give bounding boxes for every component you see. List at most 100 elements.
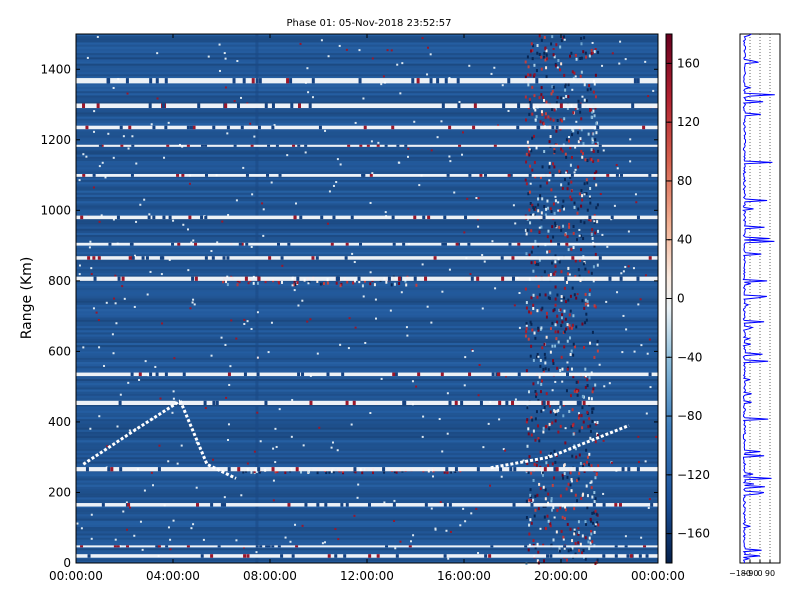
- heatmap-row-band: [76, 476, 658, 479]
- heatmap-cell: [150, 471, 153, 474]
- heatmap-cell: [256, 372, 260, 377]
- heatmap-cell: [413, 276, 417, 281]
- heatmap-row-band: [76, 366, 658, 369]
- heatmap-row-band: [76, 300, 658, 303]
- heatmap-cell: [242, 166, 245, 169]
- heatmap-cell: [290, 435, 293, 438]
- heatmap-cell: [335, 281, 338, 285]
- heatmap-cell: [495, 372, 499, 377]
- heatmap-cell: [95, 311, 98, 314]
- heatmap-cell: [547, 229, 550, 233]
- heatmap-cell: [565, 171, 568, 174]
- heatmap-cell: [524, 545, 528, 548]
- heatmap-cell: [593, 530, 596, 534]
- heatmap-cell: [546, 514, 549, 518]
- heatmap-cell: [539, 364, 542, 368]
- heatmap-cell: [299, 42, 302, 45]
- heatmap-cell: [350, 215, 354, 220]
- heatmap-cell: [595, 512, 598, 516]
- heatmap-cell: [542, 426, 545, 430]
- heatmap-cell: [469, 273, 472, 276]
- heatmap-cell: [591, 236, 594, 240]
- heatmap-cell: [595, 183, 598, 187]
- heatmap-row-band: [76, 86, 658, 90]
- heatmap-cell: [591, 495, 594, 499]
- heatmap-row-band: [76, 249, 658, 252]
- heatmap-row-band: [76, 499, 658, 502]
- heatmap-cell: [341, 372, 345, 377]
- heatmap-cell: [220, 503, 224, 507]
- heatmap-row-band: [76, 254, 658, 257]
- heatmap-cell: [443, 215, 447, 220]
- heatmap-cell: [361, 284, 364, 288]
- heatmap-track-line: [490, 424, 630, 470]
- heatmap-cell: [456, 78, 460, 84]
- heatmap-cell: [584, 375, 587, 378]
- heatmap-cell: [264, 280, 267, 284]
- heatmap-cell: [518, 292, 521, 295]
- heatmap-cell: [369, 271, 372, 274]
- heatmap-cell: [326, 372, 330, 377]
- heatmap-cell: [567, 95, 570, 99]
- y-tick-label: 400: [48, 415, 71, 429]
- heatmap-cell: [569, 195, 572, 199]
- heatmap-cell: [562, 331, 565, 335]
- heatmap-cell: [80, 545, 84, 548]
- heatmap-cell: [558, 225, 561, 229]
- heatmap-row-band: [76, 505, 658, 508]
- heatmap-cell: [304, 144, 308, 147]
- heatmap-cell: [554, 254, 557, 258]
- heatmap-cell: [527, 65, 530, 69]
- heatmap-cell: [325, 471, 328, 475]
- heatmap-cell: [598, 144, 602, 147]
- heatmap-cell: [491, 240, 494, 243]
- heatmap-cell: [517, 103, 521, 109]
- heatmap-cell: [547, 115, 550, 119]
- heatmap-row-band: [76, 309, 658, 312]
- heatmap-cell: [594, 440, 597, 444]
- heatmap-cell: [101, 161, 104, 164]
- heatmap-cell: [143, 198, 146, 201]
- heatmap-cell: [272, 447, 275, 450]
- heatmap-cell: [270, 321, 273, 324]
- heatmap-cell: [551, 261, 554, 265]
- heatmap-cell: [564, 82, 567, 86]
- heatmap-cell: [528, 543, 531, 547]
- heatmap-cell: [563, 38, 566, 41]
- heatmap-cell: [557, 340, 560, 344]
- heatmap-cell: [532, 214, 535, 217]
- heatmap-row-band: [76, 154, 658, 157]
- heatmap-cell: [226, 125, 230, 130]
- heatmap-cell: [200, 144, 204, 147]
- heatmap-cell: [156, 97, 159, 100]
- heatmap-cell: [119, 393, 122, 396]
- heatmap-cell: [289, 540, 292, 543]
- heatmap-cell: [580, 36, 583, 40]
- heatmap-cell: [139, 203, 142, 206]
- heatmap-cell: [147, 215, 151, 220]
- heatmap-cell: [475, 507, 478, 510]
- heatmap-cell: [553, 165, 556, 169]
- heatmap-row-band: [76, 84, 658, 87]
- heatmap-cell: [591, 41, 594, 44]
- heatmap-cell: [565, 242, 569, 246]
- heatmap-cell: [575, 380, 578, 384]
- heatmap-cell: [543, 205, 546, 209]
- heatmap-cell: [574, 541, 577, 545]
- heatmap-cell: [494, 287, 497, 290]
- heatmap-cell: [143, 489, 146, 492]
- heatmap-cell: [586, 494, 589, 498]
- heatmap-row-band: [76, 414, 658, 417]
- heatmap-cell: [443, 242, 447, 246]
- heatmap-cell: [328, 470, 331, 474]
- heatmap-cell: [501, 276, 505, 281]
- heatmap-cell: [531, 136, 534, 140]
- heatmap-cell: [540, 93, 543, 97]
- heatmap-cell: [551, 483, 554, 487]
- heatmap-cell: [563, 345, 566, 349]
- heatmap-cell: [188, 182, 191, 185]
- heatmap-cell: [228, 383, 231, 386]
- heatmap-cell: [582, 465, 585, 469]
- heatmap-cell: [324, 541, 327, 544]
- heatmap-cell: [528, 97, 531, 101]
